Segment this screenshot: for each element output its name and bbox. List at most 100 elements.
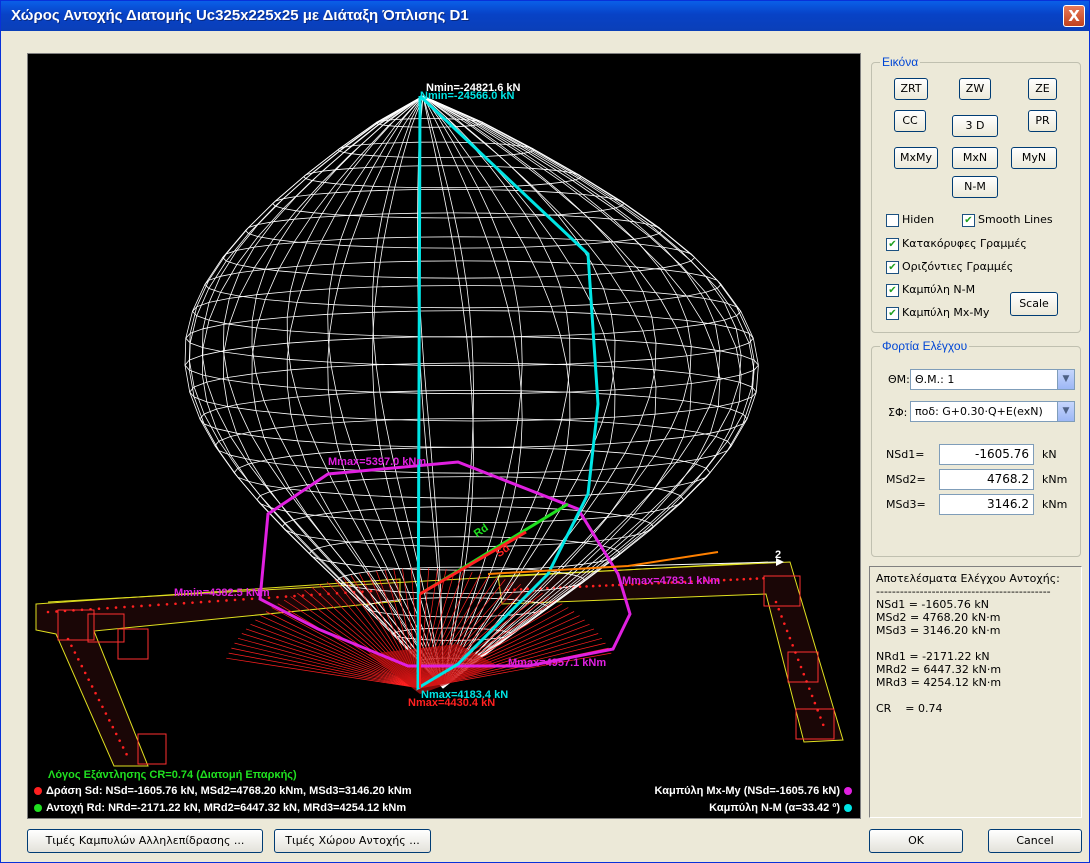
mesh-longitude [422, 95, 657, 689]
rebar-dot [742, 577, 746, 581]
orange-curve [487, 551, 719, 575]
zrt-button[interactable]: ZRT [894, 78, 928, 100]
rebar-dot [267, 596, 271, 599]
rebar-dot [749, 577, 752, 581]
rebar-dot [591, 584, 595, 588]
title-bar[interactable]: Χώρος Αντοχής Διατομής Uc325x225x25 με Δ… [1, 1, 1089, 31]
nsd1-input[interactable]: -1605.76 [939, 444, 1034, 465]
rebar-dot [696, 580, 700, 583]
label-nmax-cyan: Nmax=4183.4 kN [421, 689, 509, 701]
label-nmin-white: Nmin=-24821.6 kN [426, 82, 521, 94]
rebar-dot [125, 752, 128, 756]
rebar-dot [683, 580, 687, 584]
rebar-dot [637, 582, 641, 586]
rebar-dot [810, 694, 814, 698]
checkbox-box[interactable]: ✔ [962, 213, 975, 227]
rebar-dot [663, 581, 667, 585]
horizontal-lines-checkbox[interactable]: ✔ Οριζόντιες Γραμμές [886, 260, 1013, 276]
rebar-dot [87, 678, 90, 681]
checkbox-box[interactable]: ✔ [886, 306, 899, 320]
mesh-longitude [422, 95, 523, 689]
mesh-longitude [201, 95, 444, 689]
rebar-dot [657, 581, 660, 585]
rebar-dot [578, 585, 582, 588]
rebar-dot [808, 687, 811, 690]
chevron-down-icon[interactable]: ▼ [1057, 370, 1074, 389]
red-ray [255, 619, 421, 689]
rebar-dot [233, 598, 237, 602]
ze-button[interactable]: ZE [1028, 78, 1057, 100]
sf-select[interactable]: ποδ: G+0.30·Q+E(exN) ▼ [910, 401, 1075, 422]
rebar-dot [722, 578, 726, 582]
checkbox-box[interactable]: ✔ [886, 260, 899, 274]
scale-button[interactable]: Scale [1010, 292, 1058, 316]
label-mmin-left: Mmin=4382.5 kNm [174, 587, 270, 599]
checkbox-box[interactable]: ✔ [886, 237, 899, 251]
close-button[interactable]: X [1063, 5, 1085, 27]
mxmy-button[interactable]: MxMy [894, 147, 938, 169]
3d-button[interactable]: 3 D [952, 115, 998, 137]
checkbox-box[interactable]: ✔ [886, 283, 899, 297]
msd3-label: MSd3= [886, 498, 926, 511]
mesh-longitude [222, 95, 444, 689]
resistance-mesh [184, 95, 759, 689]
rebar-dot [225, 599, 228, 602]
nsd1-label: NSd1= [886, 448, 925, 461]
mesh-latitude [185, 310, 754, 367]
rebar-dot [785, 629, 789, 633]
pr-button[interactable]: PR [1028, 110, 1057, 132]
smooth-lines-label: Smooth Lines [978, 213, 1053, 226]
rebar-dot [284, 595, 288, 598]
mxn-button[interactable]: MxN [952, 147, 998, 169]
space-values-button[interactable]: Τιμές Χώρου Αντοχής ... [274, 829, 431, 853]
rebar-dot [585, 585, 588, 588]
checkbox-box[interactable] [886, 213, 899, 227]
mesh-latitude [191, 285, 742, 338]
mesh-longitude [422, 95, 692, 689]
mxmy-curve-checkbox[interactable]: ✔ Καμπύλη Mx-My [886, 306, 989, 322]
rebar-dot [97, 698, 101, 702]
loads-panel-title: Φορτία Ελέγχου [882, 339, 968, 353]
nm-button[interactable]: N-M [952, 176, 998, 198]
rebar-dot [301, 594, 305, 597]
plate-block [763, 575, 801, 607]
vertical-lines-checkbox[interactable]: ✔ Κατακόρυφες Γραμμές [886, 237, 1027, 253]
rebar-dot [191, 601, 194, 604]
sf-value: ποδ: G+0.30·Q+E(exN) [915, 405, 1043, 418]
mesh-longitude [327, 95, 444, 689]
cc-button[interactable]: CC [894, 110, 926, 132]
results-spacer [876, 689, 1075, 702]
mesh-longitude [251, 95, 444, 689]
smooth-lines-checkbox[interactable]: ✔ Smooth Lines [962, 213, 1053, 229]
cancel-button[interactable]: Cancel [988, 829, 1082, 853]
red-ray [231, 647, 421, 689]
results-separator: ----------------------------------------… [876, 585, 1051, 598]
msd2-input[interactable]: 4768.2 [939, 469, 1034, 490]
plate-block [87, 613, 125, 643]
label-nmax-red: Nmax=4430.4 kN [408, 697, 496, 709]
mesh-longitude [422, 95, 759, 689]
curves-values-button[interactable]: Τιμές Καμπυλών Αλληλεπίδρασης ... [27, 829, 263, 853]
zw-button[interactable]: ZW [959, 78, 991, 100]
chevron-down-icon[interactable]: ▼ [1057, 402, 1074, 421]
theta-select[interactable]: Θ.Μ.: 1 ▼ [910, 369, 1075, 390]
rebar-dot [819, 716, 822, 719]
rebar-dot [690, 580, 693, 583]
results-nsd1: NSd1 = -1605.76 kN [876, 598, 989, 611]
rebar-dot [709, 579, 713, 582]
curve-nm-text: Καμπύλη N-M (α=33.42 º) [709, 802, 840, 814]
msd3-input[interactable]: 3146.2 [939, 494, 1034, 515]
ok-button[interactable]: OK [869, 829, 963, 853]
rebar-dot [650, 582, 654, 585]
myn-button[interactable]: MyN [1011, 147, 1057, 169]
mesh-longitude [422, 95, 474, 689]
interaction-3d-view[interactable]: Nmin=-24821.6 kN Nmin=-24566.0 kN Mmax=5… [27, 53, 861, 819]
hiden-checkbox[interactable]: Hiden [886, 213, 934, 229]
rebar-dot [242, 598, 245, 601]
plate-block [795, 708, 835, 740]
rebar-dot [604, 584, 608, 587]
red-ray [228, 652, 421, 689]
nm-curve-checkbox[interactable]: ✔ Καμπύλη N-M [886, 283, 975, 299]
label-mmax-bottom: Mmax=4957.1 kNm [508, 657, 607, 669]
